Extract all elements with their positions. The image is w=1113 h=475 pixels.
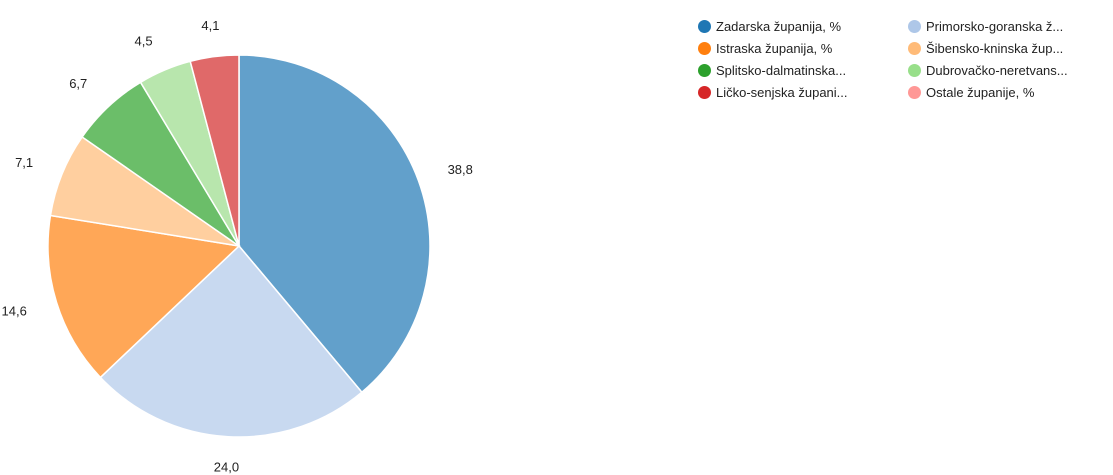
pie-slice[interactable]: [189, 54, 240, 247]
legend-item[interactable]: Dubrovačko-neretvans...: [908, 62, 1108, 78]
legend-label: Ostale županije, %: [926, 84, 1035, 100]
legend-label: Splitsko-dalmatinska...: [716, 62, 847, 78]
data-label: 24,0: [214, 460, 239, 475]
legend: Zadarska županija, % Primorsko-goranska …: [698, 18, 1108, 100]
legend-swatch: [908, 19, 921, 33]
pie-slice[interactable]: [99, 244, 363, 438]
data-label: 4,5: [135, 34, 153, 49]
legend-swatch: [908, 41, 921, 55]
legend-item[interactable]: Šibensko-kninska žup...: [908, 40, 1108, 56]
legend-swatch: [698, 85, 711, 99]
legend-swatch: [908, 85, 921, 99]
legend-label: Šibensko-kninska žup...: [926, 40, 1064, 56]
data-label: 14,6: [2, 303, 27, 318]
legend-label: Ličko-senjska župani...: [716, 84, 848, 100]
pie-slice[interactable]: [47, 214, 241, 379]
legend-item[interactable]: Splitsko-dalmatinska...: [698, 62, 908, 78]
data-label: 4,1: [201, 18, 219, 33]
legend-item[interactable]: Istraska županija, %: [698, 40, 908, 56]
legend-swatch: [698, 41, 711, 55]
legend-label: Istraska županija, %: [716, 40, 833, 56]
legend-swatch: [698, 19, 711, 33]
legend-swatch: [908, 63, 921, 77]
data-label: 6,7: [69, 76, 87, 91]
legend-item[interactable]: Ličko-senjska župani...: [698, 84, 908, 100]
pie-slice[interactable]: [238, 54, 431, 394]
legend-item[interactable]: Primorsko-goranska ž...: [908, 18, 1108, 34]
legend-item[interactable]: Zadarska županija, %: [698, 18, 908, 34]
legend-item[interactable]: Ostale županije, %: [908, 84, 1108, 100]
legend-label: Dubrovačko-neretvans...: [926, 62, 1068, 78]
legend-label: Zadarska županija, %: [716, 18, 842, 34]
legend-label: Primorsko-goranska ž...: [926, 18, 1064, 34]
data-label: 38,8: [448, 162, 473, 177]
data-label: 7,1: [15, 155, 33, 170]
pie-chart: 38,8 24,0 14,6 7,1 6,7 4,5 4,1: [2, 18, 473, 475]
legend-swatch: [698, 63, 711, 77]
